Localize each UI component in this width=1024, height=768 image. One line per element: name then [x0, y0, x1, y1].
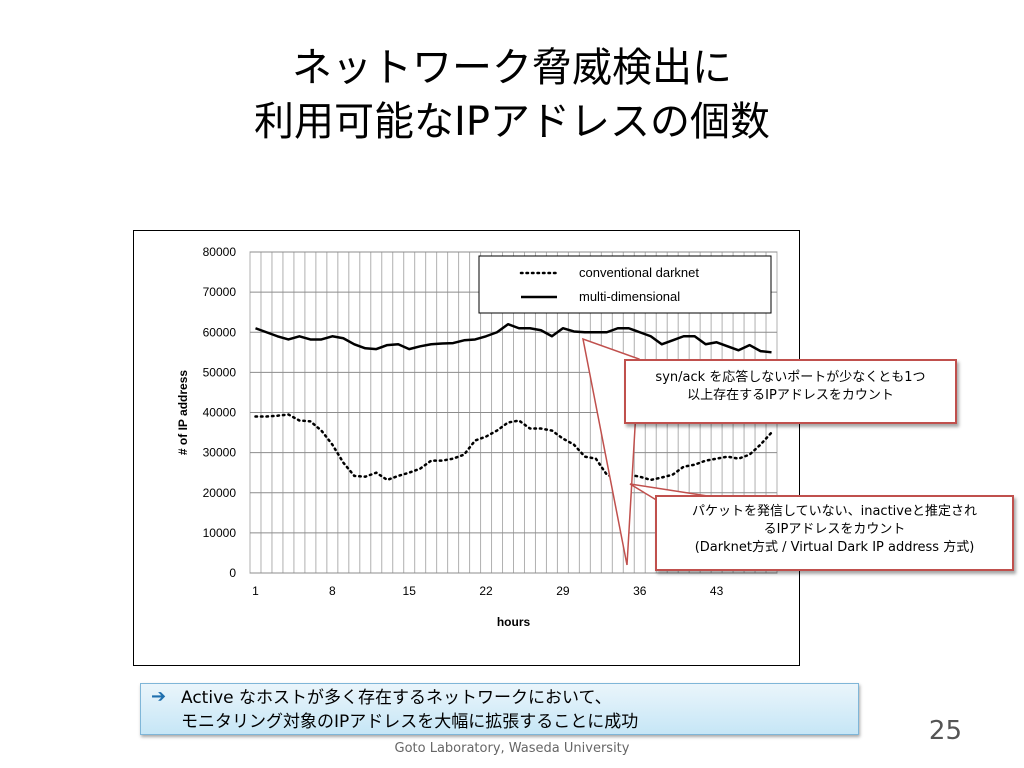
x-tick-label: 29: [556, 584, 570, 598]
callout-text-line: (Darknet方式 / Virtual Dark IP address 方式): [694, 540, 975, 555]
y-tick-label: 30000: [203, 446, 237, 460]
arrow-right-icon: ➔: [151, 686, 167, 707]
line-chart: 0 10000 20000 30000 40000 50000 60000 70000 8000…: [176, 245, 778, 629]
x-tick-label: 36: [633, 584, 647, 598]
callout-text-line: るIPアドレスをカウント: [763, 522, 906, 537]
slide-title-line2: 利用可能なIPアドレスの個数: [254, 99, 770, 145]
callout-multi-dimensional: syn/ack を応答しないポートが少なくとも1つ 以上存在するIPアドレスをカ…: [624, 359, 957, 424]
footer-text: Goto Laboratory, Waseda University: [394, 741, 630, 756]
x-tick-label: 43: [710, 584, 724, 598]
callout-text-line: パケットを発信していない、inactiveと推定され: [692, 504, 977, 519]
chart-frame: 0 10000 20000 30000 40000 50000 60000 70000 8000…: [133, 230, 800, 666]
note-text-line: Active なホストが多く存在するネットワークにおいて、: [181, 688, 612, 708]
y-tick-label: 50000: [203, 365, 237, 379]
legend-box: [478, 255, 772, 314]
y-tick-label: 70000: [203, 285, 237, 299]
page-number: 25: [928, 716, 962, 746]
y-tick-label: 40000: [203, 406, 237, 420]
x-tick-label: 15: [403, 584, 417, 598]
x-tick-label: 22: [479, 584, 493, 598]
y-tick-label: 60000: [203, 325, 237, 339]
x-tick-label: 8: [329, 584, 336, 598]
x-tick-label: 1: [252, 584, 259, 598]
y-tick-label: 20000: [203, 486, 237, 500]
series-line-conventional-darknet: [254, 413, 773, 482]
callout-text-line: 以上存在するIPアドレスをカウント: [687, 388, 894, 403]
y-tick-label: 80000: [203, 245, 237, 259]
note-text-line: モニタリング対象のIPアドレスを大幅に拡張することに成功: [181, 712, 639, 732]
callout-text-line: syn/ack を応答しないポートが少なくとも1つ: [655, 370, 926, 385]
legend-label: conventional darknet: [579, 265, 699, 280]
legend-label: multi-dimensional: [579, 289, 680, 304]
y-axis-title: # of IP address: [176, 370, 190, 455]
y-tick-label: 0: [229, 566, 236, 580]
series-line-multi-dimensional: [255, 322, 772, 354]
x-axis-title: hours: [497, 615, 531, 629]
conclusion-note: ➔ Active なホストが多く存在するネットワークにおいて、 モニタリング対象…: [140, 683, 859, 735]
y-tick-label: 10000: [203, 526, 237, 540]
slide-title-line1: ネットワーク脅威検出に: [292, 45, 732, 91]
callout-conventional-darknet: パケットを発信していない、inactiveと推定され るIPアドレスをカウント …: [655, 495, 1014, 571]
